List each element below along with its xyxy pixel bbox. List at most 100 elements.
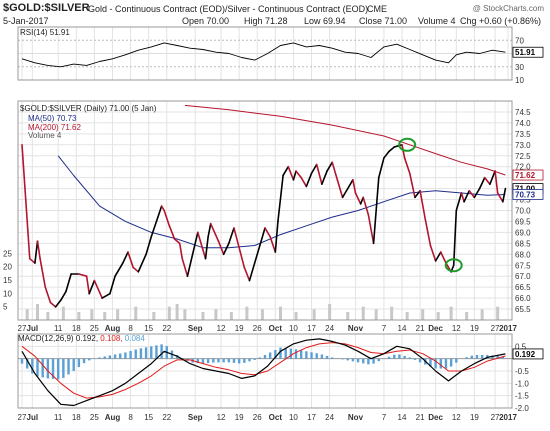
volume-axis-tick-2: 15 [3,276,12,285]
macd-hist-bar-52 [289,348,293,359]
quote-date: 5-Jan-2017 [3,16,49,26]
macd-hist-bar-2 [31,358,34,374]
price-segment-82 [429,244,437,262]
macd-legend-value: 0.192, [75,334,99,343]
price-segment-44 [243,266,251,282]
price-xaxis-label-14: 10 [289,324,298,333]
price-segment-39 [217,240,225,256]
price-segment-27 [163,209,171,227]
macd-hist-bar-42 [237,358,241,364]
macd-xaxis-label-15: 17 [307,413,316,422]
volume-bar-3 [61,306,65,320]
volume-bar-2 [46,312,50,320]
volume-bar-23 [361,306,365,320]
price-segment-17 [109,275,116,295]
volume-bar-32 [496,306,500,320]
volume-bar-8 [134,306,138,320]
volume-bar-30 [465,312,469,320]
price-xaxis-label-4: 25 [90,324,99,333]
price-segment-53 [287,165,295,181]
macd-hist-bar-9 [67,358,70,375]
macd-xaxis-label-1: Jul [27,413,39,422]
price-segment-83 [434,251,442,262]
price-segment-16 [101,292,111,299]
macd-xaxis-label-3: 18 [72,413,81,422]
rsi-axis-tick-0: 10 [515,76,524,85]
price-axis-tick-6: 68.5 [515,239,531,248]
price-xaxis-label-16: 24 [325,324,334,333]
macd-hist-bar-3 [36,358,39,377]
quote-volume: Volume 4 [418,16,456,26]
macd-legend-label: MACD(12,26,9) [18,334,74,343]
price-xaxis-label-10: 12 [217,324,226,333]
price-segment-25 [155,205,163,223]
volume-bar-9 [152,312,156,320]
price-segment-73 [383,150,390,159]
price-xaxis-label-20: 21 [416,324,425,333]
macd-xaxis-label-20: 21 [416,413,425,422]
price-segment-92 [473,187,481,199]
price-xaxis-label-13: Oct [269,324,283,333]
macd-hist-bar-25 [150,346,153,359]
price-segment-65 [346,179,354,190]
macd-hist-bar-4 [41,358,44,378]
macd-xaxis-label-6: 8 [128,413,133,422]
volume-bar-19 [294,312,298,320]
price-segment-75 [393,144,403,148]
macd-hist-bar-58 [320,354,324,359]
macd-hist-bar-43 [243,358,246,363]
price-segment-97 [496,192,504,203]
ma200-badge-text: 71.62 [515,171,536,180]
macd-xaxis-label-0: 27 [18,413,27,422]
price-segment-10 [65,273,72,293]
price-segment-55 [295,170,302,179]
macd-axis-tick-4: 0.5 [515,342,527,351]
price-segment-22 [137,253,147,273]
price-segment-89 [460,192,465,203]
rsi-axis-tick-3: 70 [515,36,524,45]
price-xaxis-label-21: Dec [428,324,443,333]
price-axis-tick-0: 65.5 [515,305,531,314]
rsi-badge-box [512,46,544,58]
price-segment-69 [362,196,370,216]
price-segment-56 [300,176,308,188]
volume-bar-17 [260,309,264,320]
price-segment-12 [78,273,88,278]
macd-hist-bar-80 [434,358,437,369]
price-xaxis-label-7: 15 [144,324,153,333]
macd-hist-bar-56 [310,352,313,359]
macd-hist-bar-73 [398,354,401,359]
price-axis-tick-3: 67.0 [515,272,531,281]
price-xaxis-label-12: 26 [253,324,262,333]
macd-xaxis-label-14: 10 [289,413,298,422]
macd-hist-bar-67 [367,358,370,365]
macd-hist-bar-24 [144,347,148,359]
price-axis-tick-9: 70.0 [515,207,531,216]
volume-bar-24 [374,309,378,320]
rsi-line [21,42,506,68]
macd-hist-bar-31 [181,357,184,359]
price-segment-41 [228,227,235,245]
price-segment-43 [238,246,246,269]
volume-legend: Volume 4 [28,131,62,140]
macd-hist-bar-7 [56,358,60,380]
price-segment-49 [269,235,277,253]
macd-xaxis-label-25: 2017 [499,413,517,422]
quote-close: Close 71.00 [359,16,408,26]
price-axis-tick-1: 66.0 [515,294,531,303]
chart-symbol: $GOLD:$SILVER [3,2,90,14]
price-segment-2 [28,257,36,264]
price-segment-14 [88,279,96,295]
macd-hist-bar-72 [393,354,396,359]
chart-exchange: CME [367,4,387,14]
price-xaxis-label-15: 17 [307,324,316,333]
macd-hist-bar-88 [475,354,479,359]
macd-hist-bar-38 [217,358,220,363]
price-segment-31 [181,257,189,278]
price-xaxis-label-24: 27 [491,324,500,333]
volume-bar-4 [77,312,81,320]
price-segment-3 [34,240,39,264]
price-segment-33 [191,231,199,256]
price-segment-71 [372,176,380,245]
